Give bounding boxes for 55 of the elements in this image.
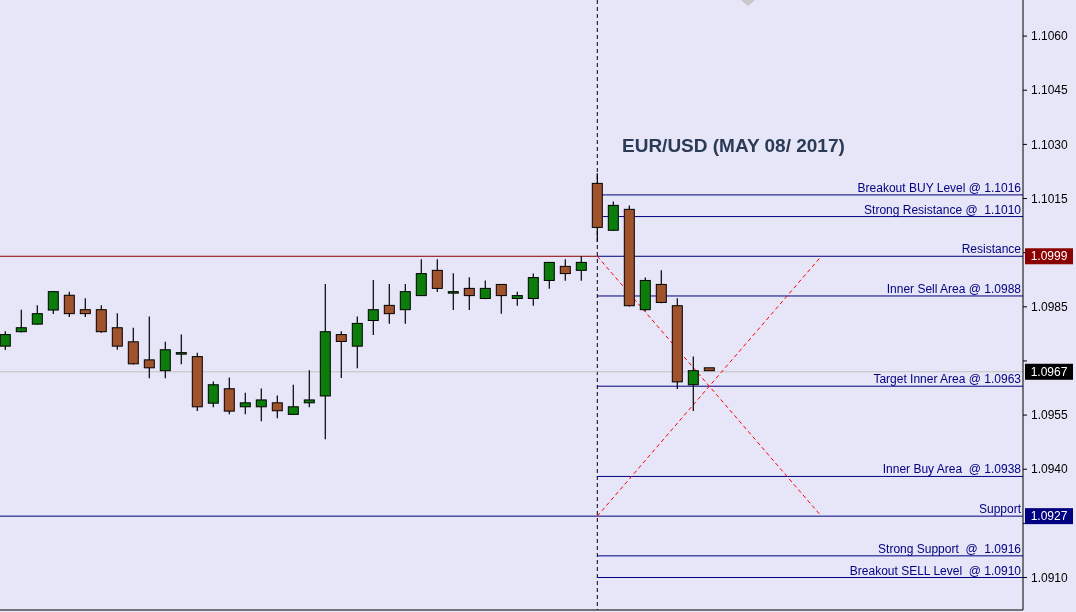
candlestick [335, 330, 347, 379]
candlestick [367, 279, 379, 336]
ref-line-label: Strong Support @ 1.0916 [878, 541, 1022, 556]
ref-line-label: Inner Sell Area @ 1.0988 [886, 281, 1022, 296]
candlestick [447, 272, 459, 311]
candlestick [143, 315, 155, 379]
text: 1.0927 [1030, 509, 1068, 524]
candlestick [431, 258, 443, 293]
text: 1.0999 [1030, 249, 1068, 264]
candlestick [223, 376, 235, 415]
y-tick-label: 1.0955 [1031, 408, 1069, 423]
candlestick [175, 334, 187, 365]
candlestick [159, 341, 171, 379]
y-tick-label: 1.0940 [1031, 462, 1069, 477]
y-tick-label: 1.0985 [1031, 300, 1069, 314]
candlestick [303, 369, 315, 408]
ref-line-label: Target Inner Area @ 1.0963 [873, 372, 1022, 387]
candlestick [111, 312, 123, 351]
candlestick [351, 315, 363, 369]
candlestick [63, 291, 75, 318]
text: 1.0967 [1030, 364, 1068, 379]
y-tick-label: 1.0910 [1031, 570, 1069, 585]
candlestick [127, 327, 139, 366]
y-tick-label: 1.1045 [1031, 83, 1069, 98]
ref-line-label: Support [978, 502, 1022, 517]
candlestick [415, 258, 427, 297]
candlestick [287, 384, 299, 416]
candlestick [47, 290, 59, 315]
candlestick [399, 283, 411, 325]
candlestick [463, 276, 475, 311]
ref-line-label: Breakout SELL Level @ 1.0910 [849, 563, 1022, 578]
candlestick [207, 380, 219, 408]
ref-line-label: Inner Buy Area @ 1.0938 [882, 462, 1022, 477]
candlestick [559, 258, 571, 282]
candlestick [95, 304, 107, 334]
candlestick [383, 283, 395, 325]
y-tick-label: 1.1030 [1031, 137, 1069, 152]
candlestick [0, 330, 11, 351]
candlestick [79, 297, 91, 318]
ref-line-label: Breakout BUY Level @ 1.1016 [857, 180, 1022, 195]
ref-line-label: Strong Resistance @ 1.1010 [864, 202, 1022, 217]
candlestick [655, 269, 667, 304]
candlestick [239, 392, 251, 415]
candlestick [575, 255, 587, 282]
candlestick [687, 356, 699, 412]
candlestick [255, 387, 267, 422]
candlestick [271, 395, 283, 419]
candlestick [543, 261, 555, 290]
candlestick [31, 304, 43, 326]
text: EUR/USD (MAY 08/ 2017) [622, 135, 845, 156]
ref-line-label: Resistance [961, 242, 1022, 257]
y-tick-label: 1.1015 [1031, 191, 1069, 206]
y-tick-label: 1.1060 [1031, 29, 1069, 44]
candlestick [495, 283, 507, 315]
candlestick [527, 273, 539, 307]
